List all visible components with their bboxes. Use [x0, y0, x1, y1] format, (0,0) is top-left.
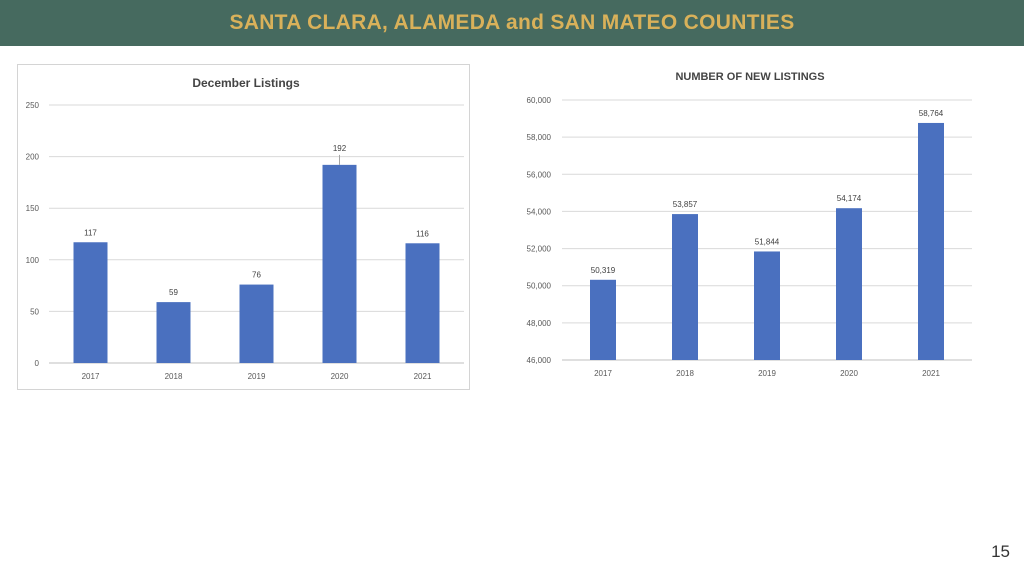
chart2-x-tick-label: 2017 — [594, 369, 612, 378]
chart1-y-tick-label: 100 — [26, 256, 40, 265]
slide-title: SANTA CLARA, ALAMEDA and SAN MATEO COUNT… — [229, 11, 795, 34]
chart2-data-label: 50,319 — [591, 266, 616, 275]
chart2-bar — [590, 279, 616, 360]
chart2-y-tick-label: 56,000 — [527, 170, 552, 179]
chart1-title: December Listings — [192, 76, 300, 90]
chart1-data-label: 76 — [252, 271, 261, 280]
chart1-data-label: 192 — [333, 144, 347, 153]
chart2-x-tick-label: 2020 — [840, 369, 858, 378]
chart2-y-tick-label: 58,000 — [527, 133, 552, 142]
chart2-y-tick-label: 48,000 — [527, 319, 552, 328]
december-listings-chart-svg: December Listings 0 50 100 150 200 250 117 2017 5… — [26, 76, 464, 381]
chart2-x-tick-label: 2019 — [758, 369, 776, 378]
chart2-data-label: 53,857 — [673, 200, 698, 209]
chart2-y-tick-label: 54,000 — [527, 207, 552, 216]
chart1-y-tick-label: 150 — [26, 204, 40, 213]
chart2-x-tick-label: 2018 — [676, 369, 694, 378]
chart1-bar — [405, 243, 440, 363]
new-listings-chart-svg: NUMBER OF NEW LISTINGS 46,000 48,000 50,000… — [527, 71, 972, 378]
new-listings-chart: NUMBER OF NEW LISTINGS 46,000 48,000 50,000… — [492, 60, 982, 395]
chart2-bar — [754, 251, 780, 360]
page-number: 15 — [991, 542, 1010, 561]
chart2-y-tick-label: 50,000 — [527, 282, 552, 291]
chart2-bar — [836, 208, 862, 360]
chart1-data-label: 59 — [169, 288, 178, 297]
chart1-x-tick-label: 2020 — [331, 372, 349, 381]
chart1-x-tick-label: 2017 — [82, 372, 100, 381]
chart2-data-label: 58,764 — [919, 109, 944, 118]
chart2-bar — [672, 214, 698, 360]
chart1-y-tick-label: 50 — [30, 307, 39, 316]
chart1-y-tick-label: 250 — [26, 101, 40, 110]
chart2-data-label: 54,174 — [837, 194, 862, 203]
chart1-bar — [322, 164, 357, 363]
chart2-title: NUMBER OF NEW LISTINGS — [675, 71, 824, 83]
december-listings-chart: December Listings 0 50 100 150 200 250 117 2017 5… — [17, 64, 470, 390]
chart1-bar — [73, 242, 108, 363]
chart2-y-tick-label: 60,000 — [527, 96, 552, 105]
chart1-bar — [156, 302, 191, 363]
slide-header: SANTA CLARA, ALAMEDA and SAN MATEO COUNT… — [0, 0, 1024, 46]
chart1-bar — [239, 284, 274, 363]
chart2-y-tick-label: 46,000 — [527, 356, 552, 365]
chart1-x-tick-label: 2019 — [248, 372, 266, 381]
chart1-y-tick-label: 200 — [26, 153, 40, 162]
chart2-x-tick-label: 2021 — [922, 369, 940, 378]
chart1-data-label: 116 — [416, 229, 429, 238]
chart1-y-tick-label: 0 — [35, 359, 40, 368]
chart1-data-label: 117 — [84, 228, 97, 237]
chart1-x-tick-label: 2018 — [165, 372, 183, 381]
chart2-bar — [918, 122, 944, 360]
chart2-y-tick-label: 52,000 — [527, 245, 552, 254]
chart1-x-tick-label: 2021 — [414, 372, 432, 381]
chart2-data-label: 51,844 — [755, 237, 780, 246]
